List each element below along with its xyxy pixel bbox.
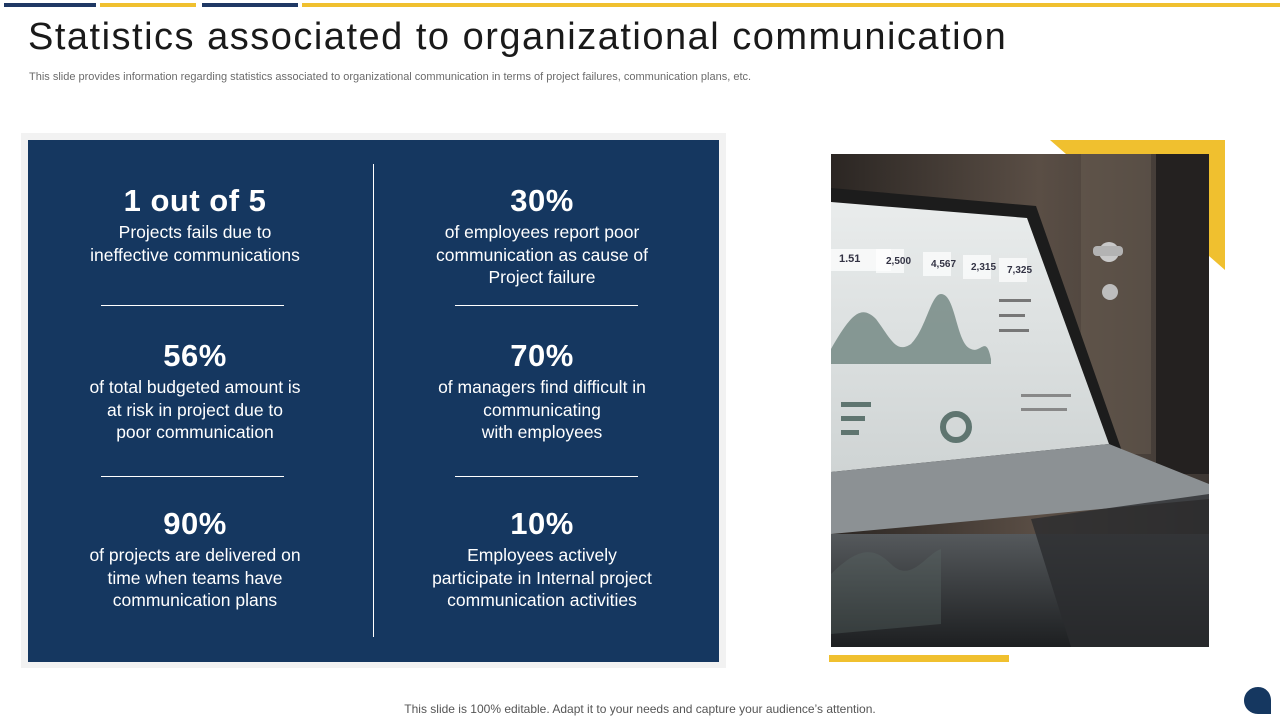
row-divider [455, 476, 638, 477]
stat-description: Employees actively participate in Intern… [432, 545, 652, 610]
row-divider [455, 305, 638, 306]
row-divider [101, 476, 284, 477]
stat-card: 1 out of 5 Projects fails due to ineffec… [45, 183, 345, 266]
stat-card: 10% Employees actively participate in In… [392, 506, 692, 612]
slide-title: Statistics associated to organizational … [28, 16, 1008, 58]
stat-description: of projects are delivered on time when t… [89, 545, 301, 610]
dashboard-figure: 1.51 [839, 253, 860, 265]
dashboard-figure: 4,567 [931, 259, 956, 270]
stat-card: 90% of projects are delivered on time wh… [45, 506, 345, 612]
stat-value: 56% [163, 338, 227, 373]
top-accent-bar-navy [4, 3, 96, 7]
stat-card: 30% of employees report poor communicati… [392, 183, 692, 289]
photo-corner-accent [1050, 140, 1225, 270]
stat-description: of managers find difficult in communicat… [438, 377, 646, 442]
top-accent-bar-yellow [302, 3, 1280, 7]
stat-description: Projects fails due to ineffective commun… [90, 222, 300, 265]
row-divider [101, 305, 284, 306]
laptop-photo: 1.51 2,500 4,567 2,315 7,325 [831, 154, 1209, 647]
chat-bubble-icon[interactable] [1243, 686, 1273, 716]
top-accent-bar-navy [202, 3, 298, 7]
top-accent-bar-yellow [100, 3, 196, 7]
stat-card: 70% of managers find difficult in commun… [392, 338, 692, 444]
stat-value: 1 out of 5 [123, 183, 267, 218]
stat-value: 30% [510, 183, 574, 218]
footer-note: This slide is 100% editable. Adapt it to… [404, 702, 876, 716]
stat-value: 70% [510, 338, 574, 373]
slide-subtitle: This slide provides information regardin… [29, 71, 752, 83]
stat-value: 10% [510, 506, 574, 541]
dashboard-figure: 2,500 [886, 256, 911, 267]
stat-card: 56% of total budgeted amount is at risk … [45, 338, 345, 444]
stat-description: of total budgeted amount is at risk in p… [89, 377, 301, 442]
stat-value: 90% [163, 506, 227, 541]
dashboard-figure: 2,315 [971, 262, 996, 273]
stat-description: of employees report poor communication a… [435, 222, 649, 287]
dashboard-figure: 7,325 [1007, 265, 1032, 276]
photo-underline-accent [829, 655, 1009, 662]
column-divider [373, 164, 374, 637]
laptop-illustration: 1.51 2,500 4,567 2,315 7,325 [831, 154, 1209, 647]
